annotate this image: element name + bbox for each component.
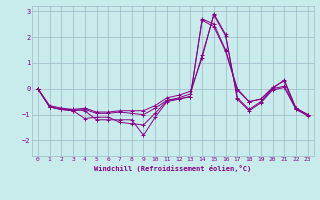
X-axis label: Windchill (Refroidissement éolien,°C): Windchill (Refroidissement éolien,°C)	[94, 165, 252, 172]
